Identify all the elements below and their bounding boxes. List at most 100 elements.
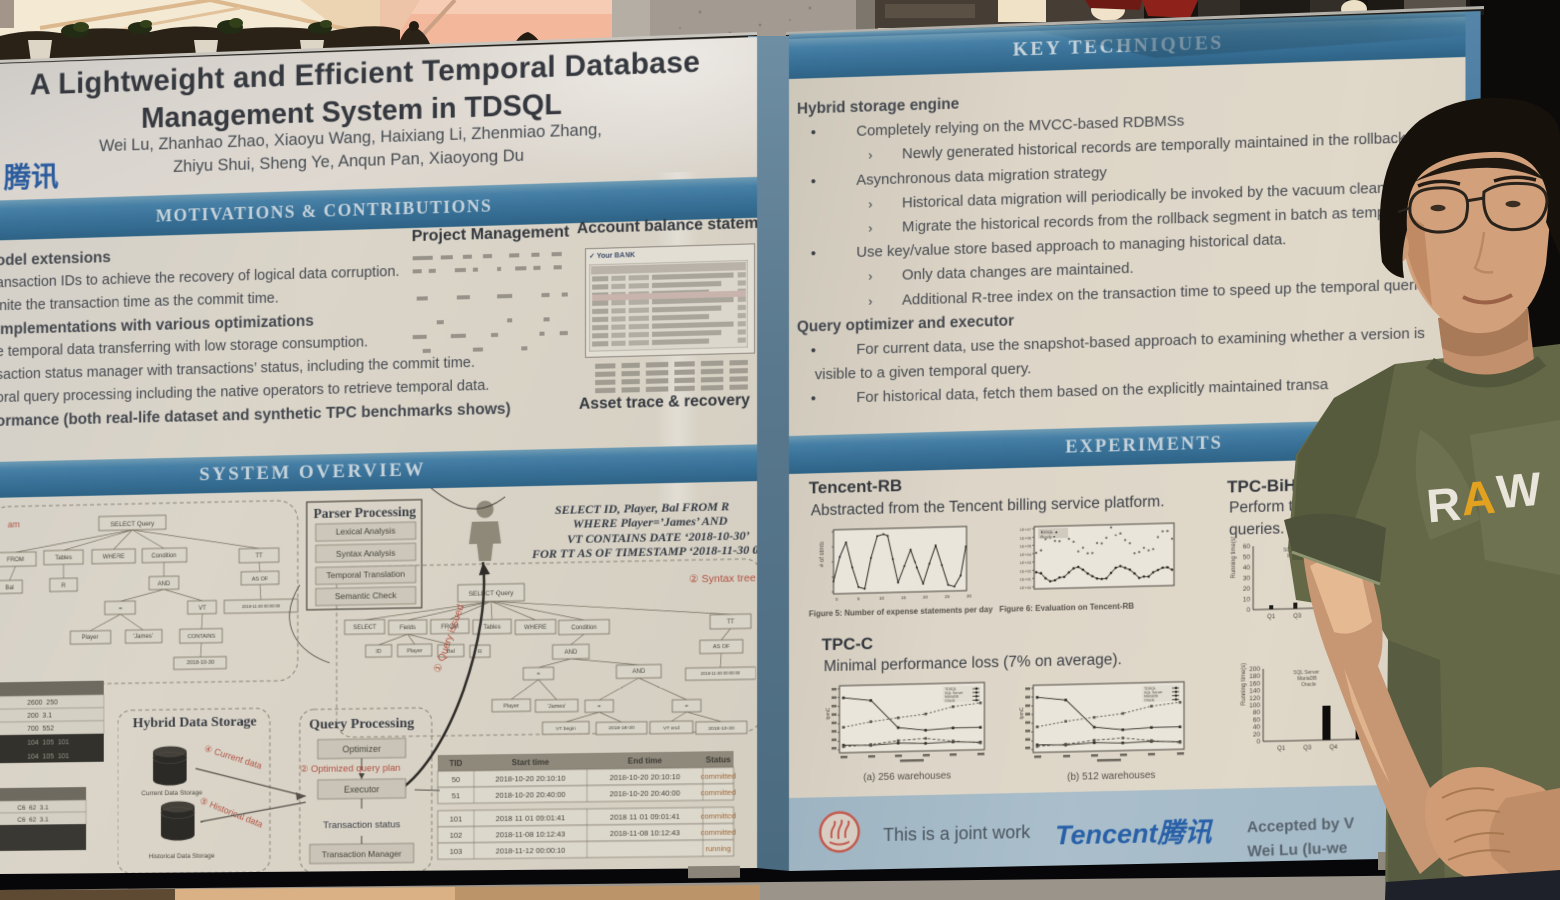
svg-text:TDSQL: TDSQL (945, 687, 957, 691)
svg-text:Lexical Analysis: Lexical Analysis (336, 525, 396, 536)
svg-text:15: 15 (901, 595, 906, 600)
svg-text:SELECT Query: SELECT Query (110, 520, 155, 528)
svg-text:5: 5 (857, 596, 860, 601)
svg-text:120: 120 (1249, 695, 1260, 702)
svg-text:CONTAINS: CONTAINS (188, 634, 216, 641)
svg-text:R: R (61, 583, 65, 589)
svg-text:WHERE: WHERE (103, 554, 125, 561)
svg-text:200 3.1: 200 3.1 (27, 712, 52, 719)
svg-text:MariaDB: MariaDB (945, 695, 960, 699)
svg-text:1E+02: 1E+02 (1020, 568, 1032, 573)
svg-text:SQL Server: SQL Server (1144, 690, 1163, 695)
svg-text:200: 200 (1249, 666, 1260, 673)
svg-text:2018-11-08 10:12:43: 2018-11-08 10:12:43 (610, 828, 680, 838)
svg-text:WHERE Player=’James’ AND: WHERE Player=’James’ AND (573, 513, 728, 531)
svg-text:Player: Player (82, 635, 99, 641)
svg-text:Status: Status (706, 755, 732, 765)
svg-text:Parser Processing: Parser Processing (313, 504, 416, 522)
svg-text:WHERE: WHERE (524, 625, 547, 632)
svg-text:TDSQL: TDSQL (1144, 686, 1156, 690)
svg-text:End time: End time (628, 756, 663, 766)
svg-text:0: 0 (836, 597, 839, 602)
svg-text:TT: TT (255, 553, 263, 559)
svg-text:Player: Player (407, 648, 423, 654)
svg-text:SELECT ID, Player, Bal FROM: SELECT ID, Player, Bal FROM R (555, 499, 729, 517)
svg-text:Player: Player (503, 703, 519, 709)
svg-text:MariaDB: MariaDB (1144, 694, 1159, 698)
svg-text:VT: VT (199, 606, 207, 612)
svg-text:102: 102 (450, 831, 463, 840)
svg-text:40: 40 (1243, 564, 1251, 571)
svg-text:104 105 101: 104 105 101 (27, 739, 69, 747)
svg-text:Q1: Q1 (1277, 746, 1285, 752)
svg-text:AS OF: AS OF (252, 576, 269, 582)
svg-text:40: 40 (1253, 724, 1261, 731)
svg-text:100: 100 (1249, 702, 1260, 709)
svg-text:2018-10-30: 2018-10-30 (708, 725, 734, 732)
svg-text:Start time: Start time (512, 758, 550, 768)
svg-text:1E+06: 1E+06 (1020, 535, 1032, 540)
svg-text:180: 180 (1249, 673, 1260, 680)
svg-text:running: running (705, 844, 730, 854)
svg-text:104 105 101: 104 105 101 (27, 753, 69, 761)
svg-text:51: 51 (452, 791, 460, 800)
svg-text:0: 0 (1247, 607, 1251, 614)
svg-text:0: 0 (1257, 738, 1261, 745)
svg-text:Optimizer: Optimizer (342, 744, 380, 755)
svg-text:Historical Data Storage: Historical Data Storage (149, 853, 215, 861)
svg-text:Running time(s): Running time(s) (1241, 663, 1247, 706)
svg-text:20: 20 (1243, 586, 1251, 593)
svg-text:FROM: FROM (7, 557, 24, 563)
svg-text:② Optimized query plan: ② Optimized query plan (300, 763, 401, 775)
svg-text:committed: committed (701, 771, 736, 781)
svg-text:50: 50 (452, 775, 460, 784)
svg-text:Condition: Condition (571, 625, 597, 632)
svg-text:Q1: Q1 (1267, 614, 1275, 620)
svg-text:=: = (119, 606, 123, 612)
svg-text:2018-10-20 20:40:00: 2018-10-20 20:40:00 (495, 790, 565, 800)
svg-text:2018-10-20 20:10:10: 2018-10-20 20:10:10 (610, 772, 681, 782)
svg-text:=: = (537, 671, 540, 677)
svg-text:103: 103 (450, 847, 463, 856)
svg-text:2018-11-12 00:00:10: 2018-11-12 00:00:10 (496, 846, 566, 856)
svg-text:Syntax Analysis: Syntax Analysis (336, 548, 395, 559)
svg-text:Semantic Check: Semantic Check (335, 590, 398, 601)
svg-text:AND: AND (564, 650, 577, 656)
svg-text:Q4: Q4 (1329, 745, 1338, 751)
svg-text:2018-10-20 20:40:00: 2018-10-20 20:40:00 (610, 788, 681, 798)
svg-text:20: 20 (923, 595, 928, 600)
svg-text:SQL Server: SQL Server (1293, 670, 1319, 677)
svg-text:TID: TID (449, 759, 462, 768)
svg-text:2018-10-20 20:10:10: 2018-10-20 20:10:10 (495, 774, 565, 784)
svg-text:140: 140 (1249, 688, 1260, 695)
svg-text:SELECT: SELECT (353, 625, 377, 632)
svg-text:Query Processing: Query Processing (309, 715, 414, 732)
svg-text:2018-11-30 00:00:00: 2018-11-30 00:00:00 (701, 670, 741, 676)
svg-text:‘James’: ‘James’ (133, 634, 153, 640)
svg-text:MariaDB: MariaDB (1297, 676, 1317, 683)
svg-text:80: 80 (1253, 709, 1261, 716)
svg-text:2018-11-30 00:00:00: 2018-11-30 00:00:00 (242, 603, 281, 609)
svg-text:Executor: Executor (344, 784, 379, 795)
svg-text:Tables: Tables (483, 624, 500, 630)
svg-text:Fields: Fields (400, 625, 416, 631)
svg-text:1E+07: 1E+07 (1020, 527, 1032, 532)
svg-text:30: 30 (967, 593, 972, 598)
svg-text:1E+03: 1E+03 (1020, 560, 1032, 565)
svg-text:W: W (1494, 462, 1543, 519)
svg-text:50: 50 (1243, 554, 1251, 561)
svg-text:20: 20 (1253, 731, 1261, 738)
svg-text:101: 101 (450, 814, 463, 823)
svg-text:Transaction Manager: Transaction Manager (322, 848, 402, 859)
svg-text:30: 30 (1243, 575, 1251, 582)
svg-text:AS OF: AS OF (713, 644, 731, 650)
svg-text:2018-11-01 09:01:41: 2018-11-01 09:01:41 (496, 813, 566, 823)
svg-text:R: R (1424, 477, 1462, 533)
svg-text:SELECT Query: SELECT Query (469, 590, 515, 598)
svg-text:Oracle ●: Oracle ● (1040, 534, 1056, 539)
svg-text:Tables: Tables (55, 555, 72, 561)
svg-text:Running time(s): Running time(s) (1231, 536, 1237, 579)
svg-text:# of stmts: # of stmts (820, 541, 826, 567)
svg-text:1E+01: 1E+01 (1020, 577, 1032, 582)
svg-text:② Syntax tree: ② Syntax tree (689, 573, 756, 586)
